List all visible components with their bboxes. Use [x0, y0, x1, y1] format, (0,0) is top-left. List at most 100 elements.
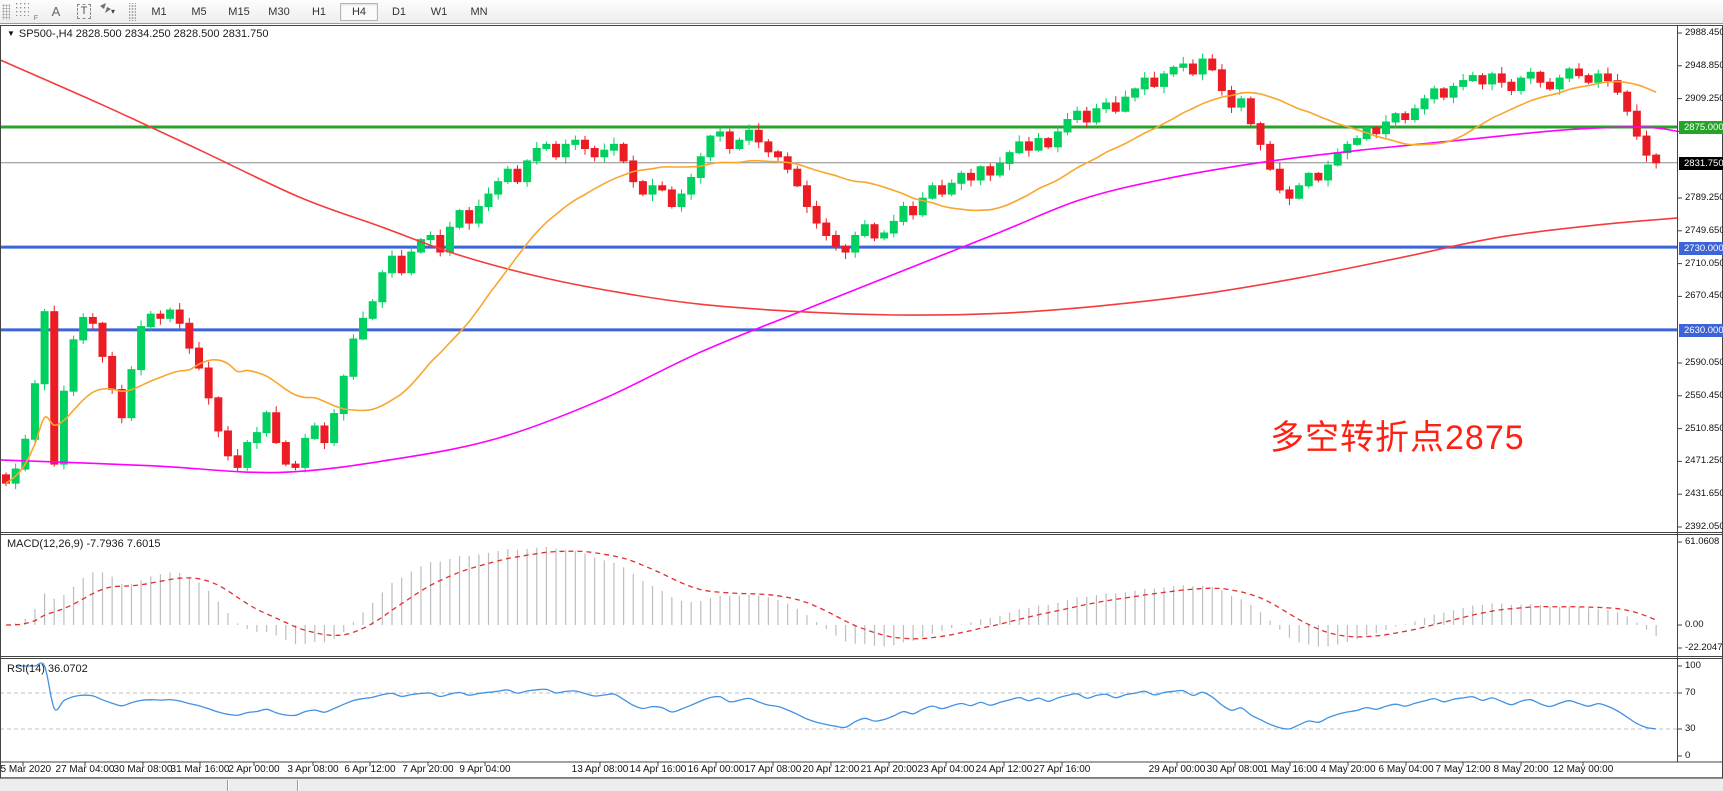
macd-panel — [5, 547, 1657, 647]
candle — [793, 165, 802, 188]
candle — [378, 269, 387, 309]
grid-icon — [16, 2, 29, 16]
snap-grid-tool-button[interactable]: F — [15, 2, 41, 22]
candle — [368, 299, 377, 321]
candle — [494, 177, 503, 200]
candle — [40, 308, 49, 391]
text-box-tool-button[interactable]: T — [71, 2, 97, 22]
candle — [388, 250, 396, 278]
timeframe-M1-button[interactable]: M1 — [151, 5, 167, 18]
text-label-tool-button[interactable]: A — [43, 2, 69, 22]
candle — [1073, 106, 1082, 124]
time-tick-label: 27 Mar 04:00 — [55, 764, 115, 775]
candle — [552, 141, 561, 160]
candle — [50, 305, 59, 467]
price-tick-label: 2789.250 — [1685, 191, 1723, 203]
candle — [1584, 73, 1593, 85]
candle — [330, 409, 339, 447]
candle — [59, 385, 68, 470]
candle — [1420, 94, 1429, 115]
timeframe-W1-button[interactable]: W1 — [430, 5, 448, 18]
timeframe-H4-button[interactable]: H4 — [340, 2, 378, 21]
time-tick-label: 9 Apr 04:00 — [459, 764, 511, 775]
candle — [677, 189, 686, 212]
candle — [1044, 136, 1053, 150]
candle — [1507, 79, 1516, 96]
candle — [1565, 66, 1574, 83]
price-tick-label: 2749.650 — [1685, 224, 1723, 236]
candle — [1063, 112, 1072, 136]
candle — [98, 321, 107, 363]
macd-tick-label: -22.2047 — [1685, 642, 1723, 653]
rsi-tick-label: 0 — [1685, 750, 1691, 761]
candle — [1642, 130, 1651, 162]
candle — [899, 201, 908, 226]
chart-menu-arrow-icon[interactable]: ▼ — [7, 29, 15, 38]
time-tick-label: 1 May 16:00 — [1262, 764, 1318, 775]
candle — [1343, 141, 1352, 160]
macd-indicator-label: MACD(12,26,9) -7.7936 7.6015 — [7, 538, 161, 550]
candle — [1304, 172, 1313, 189]
time-tick-label: 4 May 20:00 — [1320, 764, 1376, 775]
candle — [774, 150, 782, 161]
candle — [957, 170, 966, 191]
timeframe-H1-button[interactable]: H1 — [311, 5, 327, 18]
macd-signal-line — [5, 550, 1657, 640]
candle — [928, 182, 937, 200]
candle — [1256, 121, 1265, 151]
candle — [1246, 96, 1255, 126]
candle — [571, 135, 580, 151]
candle — [204, 361, 213, 405]
arrow-tools-button[interactable]: ▾ — [99, 2, 125, 22]
price-tick-label: 2988.450 — [1685, 27, 1723, 38]
candle — [706, 134, 715, 162]
status-bar — [0, 778, 1723, 791]
timeframe-group: M1 M5 M15 M30 H1 H4 D1 W1 MN — [139, 2, 499, 21]
candle — [648, 178, 657, 202]
candle — [687, 173, 696, 200]
candle — [735, 137, 744, 151]
candle — [1015, 135, 1024, 155]
candle — [600, 143, 609, 163]
candle — [175, 303, 184, 330]
time-tick-label: 7 Apr 20:00 — [402, 764, 454, 775]
candles-group — [2, 53, 1661, 490]
candle — [1439, 87, 1448, 101]
candle — [1005, 150, 1014, 171]
rsi-panel — [0, 662, 1677, 730]
time-tick-label: 29 Apr 00:00 — [1148, 764, 1206, 775]
time-tick-label: 17 Apr 08:00 — [744, 764, 802, 775]
candle — [1160, 70, 1168, 94]
candle — [291, 460, 300, 471]
candle — [581, 136, 589, 155]
timeframe-M15-button[interactable]: M15 — [228, 5, 250, 18]
time-tick-label: 6 May 04:00 — [1378, 764, 1434, 775]
candle — [1237, 95, 1246, 112]
timeframe-D1-button[interactable]: D1 — [391, 5, 407, 18]
candle — [156, 310, 165, 325]
candle — [88, 313, 97, 330]
rsi-tick-label: 30 — [1685, 723, 1696, 734]
candle — [638, 179, 647, 197]
candle — [590, 145, 599, 162]
timeframe-M5-button[interactable]: M5 — [191, 5, 207, 18]
candle — [30, 379, 39, 443]
time-tick-label: 2 Apr 00:00 — [228, 764, 280, 775]
price-badge: 2875.000 — [1679, 121, 1723, 135]
timeframe-MN-button[interactable]: MN — [470, 5, 488, 18]
time-tick-label: 14 Apr 16:00 — [629, 764, 687, 775]
candle — [272, 406, 281, 444]
candle — [503, 165, 512, 185]
candle — [619, 142, 628, 164]
toolbar: F A T ▾ M1 M5 M15 M30 H1 H4 D1 W1 MN — [0, 0, 1723, 24]
toolbar-grip[interactable] — [2, 3, 10, 20]
time-tick-label: 23 Apr 04:00 — [917, 764, 975, 775]
timeframe-M30-button[interactable]: M30 — [268, 5, 290, 18]
macd-tick-label: 0.00 — [1685, 619, 1704, 630]
candle — [860, 220, 869, 238]
rsi-tick-label: 70 — [1685, 687, 1696, 698]
candle — [1131, 87, 1140, 102]
candle — [21, 434, 30, 472]
